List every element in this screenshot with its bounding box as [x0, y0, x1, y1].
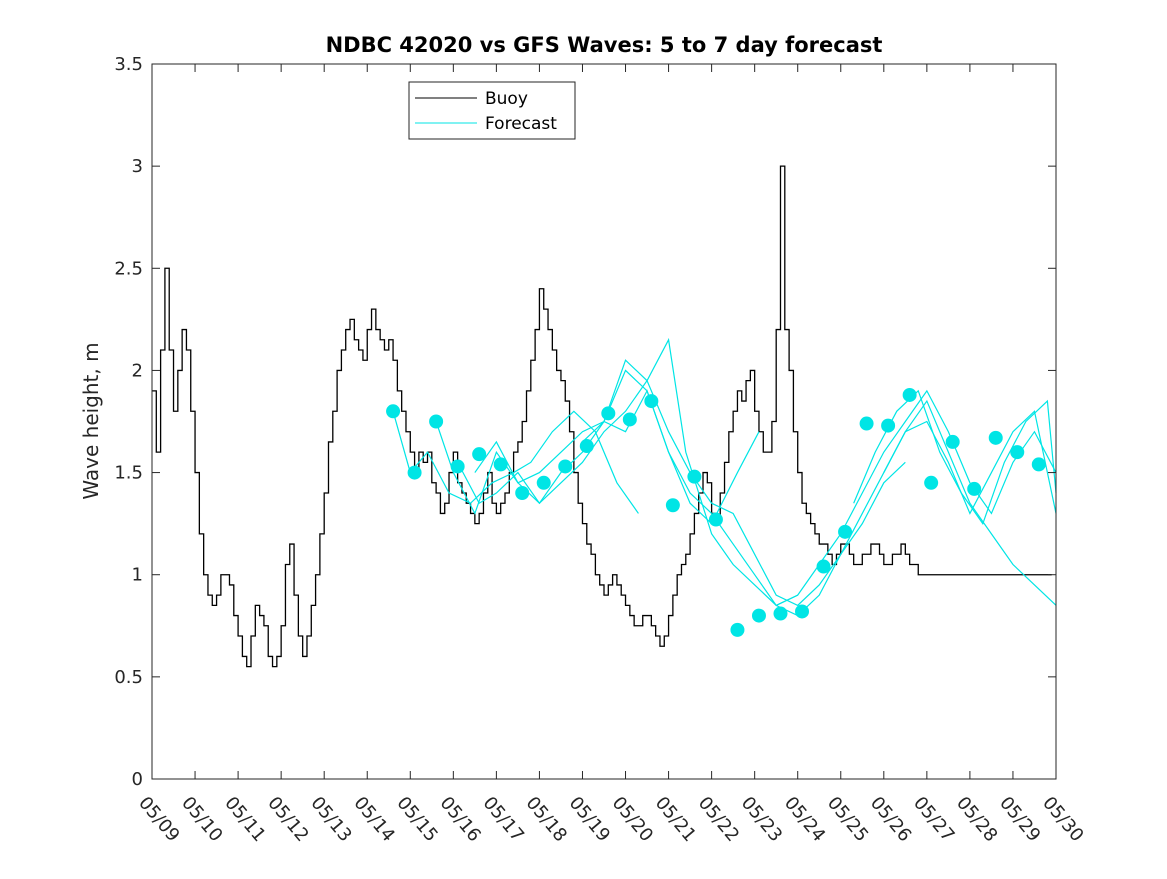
forecast-point [902, 387, 917, 402]
forecast-series-line-1 [392, 410, 639, 514]
y-tick-label: 1 [132, 565, 143, 586]
y-tick-label: 3.5 [114, 54, 143, 75]
forecast-point [622, 412, 637, 427]
forecast-point [730, 622, 745, 637]
forecast-point [945, 434, 960, 449]
forecast-point [665, 498, 680, 513]
y-tick-label: 3 [132, 156, 143, 177]
forecast-point [859, 416, 874, 431]
forecast-point [1010, 445, 1025, 460]
forecast-point [773, 606, 788, 621]
forecast-point [558, 459, 573, 474]
legend-forecast-label: Forecast [485, 114, 557, 134]
forecast-point [536, 475, 551, 490]
series-layer [152, 165, 1057, 668]
y-tick-label: 2 [132, 360, 143, 381]
forecast-series-line-5 [582, 369, 1057, 617]
forecast-point [988, 430, 1003, 445]
forecast-point [429, 414, 444, 429]
forecast-point [838, 524, 853, 539]
forecast-point [601, 406, 616, 421]
forecast-point [493, 457, 508, 472]
chart-title: NDBC 42020 vs GFS Waves: 5 to 7 day fore… [326, 33, 883, 57]
forecast-point [1031, 457, 1046, 472]
forecast-point [687, 469, 702, 484]
y-tick-label: 0 [132, 769, 143, 790]
forecast-point [386, 404, 401, 419]
y-axis-label: Wave height, m [79, 342, 103, 499]
forecast-series-line-8 [883, 410, 1057, 515]
forecast-series-line-2 [435, 389, 760, 525]
forecast-point [751, 608, 766, 623]
forecast-point [708, 512, 723, 527]
forecast-point [450, 459, 465, 474]
legend-box [408, 81, 576, 140]
forecast-point [816, 559, 831, 574]
y-tick-label: 2.5 [114, 258, 143, 279]
legend: Buoy Forecast [408, 81, 576, 140]
forecast-point [924, 475, 939, 490]
forecast-series-line-6 [775, 389, 1057, 606]
forecast-series-line-3 [457, 337, 798, 607]
forecast-point [644, 394, 659, 409]
forecast-point [407, 465, 422, 480]
forecast-point [967, 481, 982, 496]
y-tick-label: 0.5 [114, 667, 143, 688]
forecast-point [795, 604, 810, 619]
axes-box [151, 63, 1057, 780]
forecast-point [472, 447, 487, 462]
forecast-point [515, 486, 530, 500]
legend-buoy-label: Buoy [485, 89, 528, 109]
forecast-point [881, 418, 896, 433]
y-tick-label: 1.5 [114, 463, 143, 484]
forecast-point [579, 439, 594, 454]
